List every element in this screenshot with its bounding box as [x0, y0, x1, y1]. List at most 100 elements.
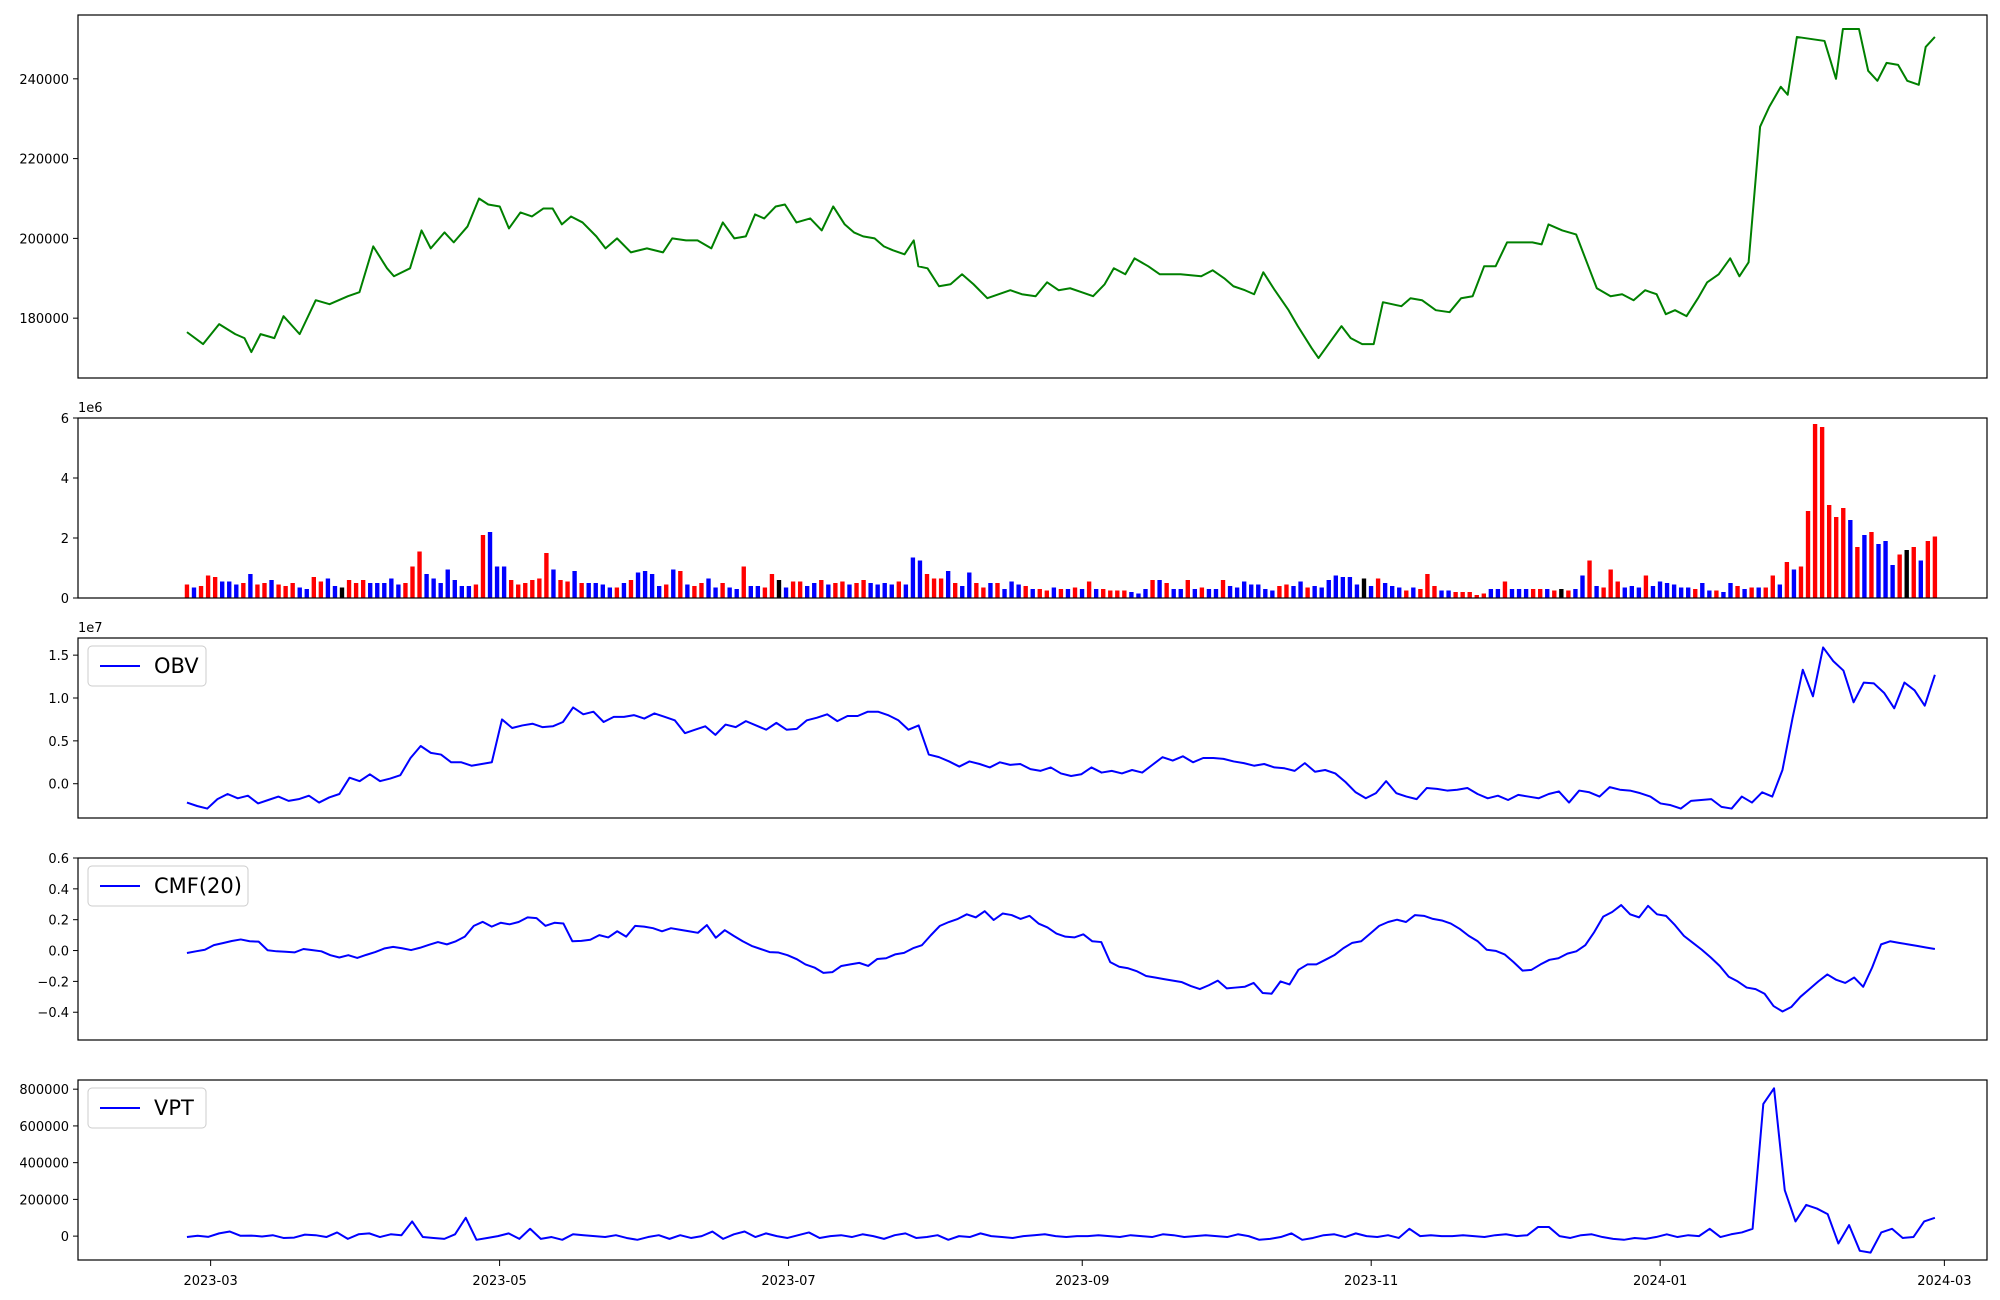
- volume-bar: [1749, 587, 1754, 598]
- x-tick-label: 2023-11: [1344, 1274, 1398, 1289]
- volume-bar: [713, 587, 718, 598]
- volume-bar: [487, 532, 493, 598]
- volume-bar: [1650, 586, 1656, 598]
- volume-bar: [1587, 560, 1592, 598]
- volume-bar: [910, 557, 916, 598]
- volume-bar: [1805, 511, 1811, 598]
- volume-bar: [783, 587, 789, 598]
- cmf-ytick-label: −0.4: [37, 1006, 69, 1021]
- volume-offset-label: 1e6: [78, 401, 103, 416]
- volume-bar: [1657, 581, 1663, 598]
- volume-bar: [988, 583, 993, 598]
- volume-bar: [1397, 587, 1402, 598]
- volume-bar: [1686, 587, 1691, 598]
- obv-offset-label: 1e7: [78, 621, 103, 636]
- volume-bar: [917, 560, 923, 598]
- volume-bar: [1058, 589, 1064, 598]
- volume-bar: [205, 575, 211, 598]
- volume-bar: [1326, 580, 1331, 598]
- volume-bar: [1101, 589, 1106, 598]
- volume-bar: [868, 583, 873, 598]
- volume-ytick-label: 6: [61, 412, 69, 427]
- volume-bar: [1530, 589, 1536, 598]
- volume-bar: [1855, 547, 1860, 598]
- volume-bar: [1037, 589, 1042, 598]
- volume-bar: [410, 566, 415, 598]
- volume-bar: [1664, 583, 1670, 598]
- volume-bar: [508, 580, 514, 598]
- volume-bar: [255, 584, 260, 598]
- volume-bar: [656, 586, 662, 598]
- volume-bar: [579, 583, 584, 598]
- volume-bar: [1129, 592, 1134, 598]
- volume-bar: [593, 583, 598, 598]
- volume-bar: [924, 574, 930, 598]
- volume-bar: [1932, 536, 1938, 598]
- volume-bar: [1636, 587, 1642, 598]
- volume-bar: [1495, 589, 1501, 598]
- volume-bar: [981, 587, 986, 598]
- volume-bar: [1023, 586, 1028, 598]
- cmf-ytick-label: −0.2: [37, 975, 69, 990]
- cmf-ytick-label: 0.6: [48, 852, 69, 867]
- volume-bar: [1319, 587, 1324, 598]
- volume-bar: [1411, 587, 1416, 598]
- volume-bar: [1516, 589, 1522, 598]
- volume-bar: [1164, 583, 1169, 598]
- volume-ytick-label: 2: [61, 532, 69, 547]
- volume-bar: [1220, 580, 1226, 598]
- cmf-panel: −0.4 −0.2 0.0 0.2 0.4 0.6 CMF(20): [37, 852, 1988, 1041]
- volume-bar: [1340, 577, 1346, 598]
- cmf-series-line: [186, 904, 1936, 1013]
- volume-bar: [1241, 581, 1247, 598]
- volume-bar: [1467, 592, 1472, 598]
- volume-bar: [1453, 592, 1458, 598]
- volume-bar: [797, 581, 803, 598]
- volume-bar: [938, 578, 944, 598]
- volume-bar: [1382, 583, 1388, 598]
- volume-bar: [805, 586, 810, 598]
- volume-bar: [1566, 590, 1571, 598]
- volume-axes-frame: [77, 417, 1988, 599]
- volume-bar: [621, 583, 627, 598]
- volume-bar: [1826, 505, 1832, 598]
- volume-bar: [600, 584, 605, 598]
- price-ytick-label: 240000: [19, 73, 69, 88]
- volume-bar: [945, 571, 951, 598]
- volume-bar: [1538, 589, 1543, 598]
- volume-bar: [212, 577, 218, 598]
- volume-bar: [191, 587, 197, 598]
- volume-bar: [678, 571, 683, 598]
- obv-legend: OBV: [87, 645, 207, 687]
- vpt-ytick-label: 0: [61, 1230, 69, 1245]
- price-panel: 180000 200000 220000 240000: [19, 14, 1988, 379]
- volume-bar: [931, 578, 937, 598]
- volume-bar: [339, 587, 345, 598]
- volume-bar: [1594, 586, 1599, 598]
- volume-bar: [1714, 590, 1719, 598]
- volume-bar: [1305, 587, 1310, 598]
- volume-bar: [1629, 586, 1635, 598]
- volume-bar: [501, 566, 507, 598]
- volume-bar: [382, 583, 387, 598]
- volume-bar: [227, 581, 232, 598]
- obv-legend-frame: [87, 645, 207, 687]
- volume-bar: [1700, 583, 1705, 598]
- volume-bar: [332, 586, 338, 598]
- volume-ytick-label: 0: [61, 592, 69, 607]
- volume-bar: [706, 578, 711, 598]
- volume-bar: [769, 574, 775, 598]
- volume-bar: [1770, 575, 1775, 598]
- volume-bar: [995, 583, 1000, 598]
- volume-bar: [967, 572, 972, 598]
- x-tick-label: 2024-03: [1917, 1274, 1971, 1289]
- volume-bar: [896, 581, 901, 598]
- volume-bar: [762, 587, 768, 598]
- volume-bar: [1375, 578, 1381, 598]
- volume-bar: [1249, 584, 1254, 598]
- volume-bar: [840, 581, 845, 598]
- volume-bar: [269, 580, 274, 598]
- volume-ytick-label: 4: [61, 472, 69, 487]
- volume-bar: [1777, 584, 1783, 598]
